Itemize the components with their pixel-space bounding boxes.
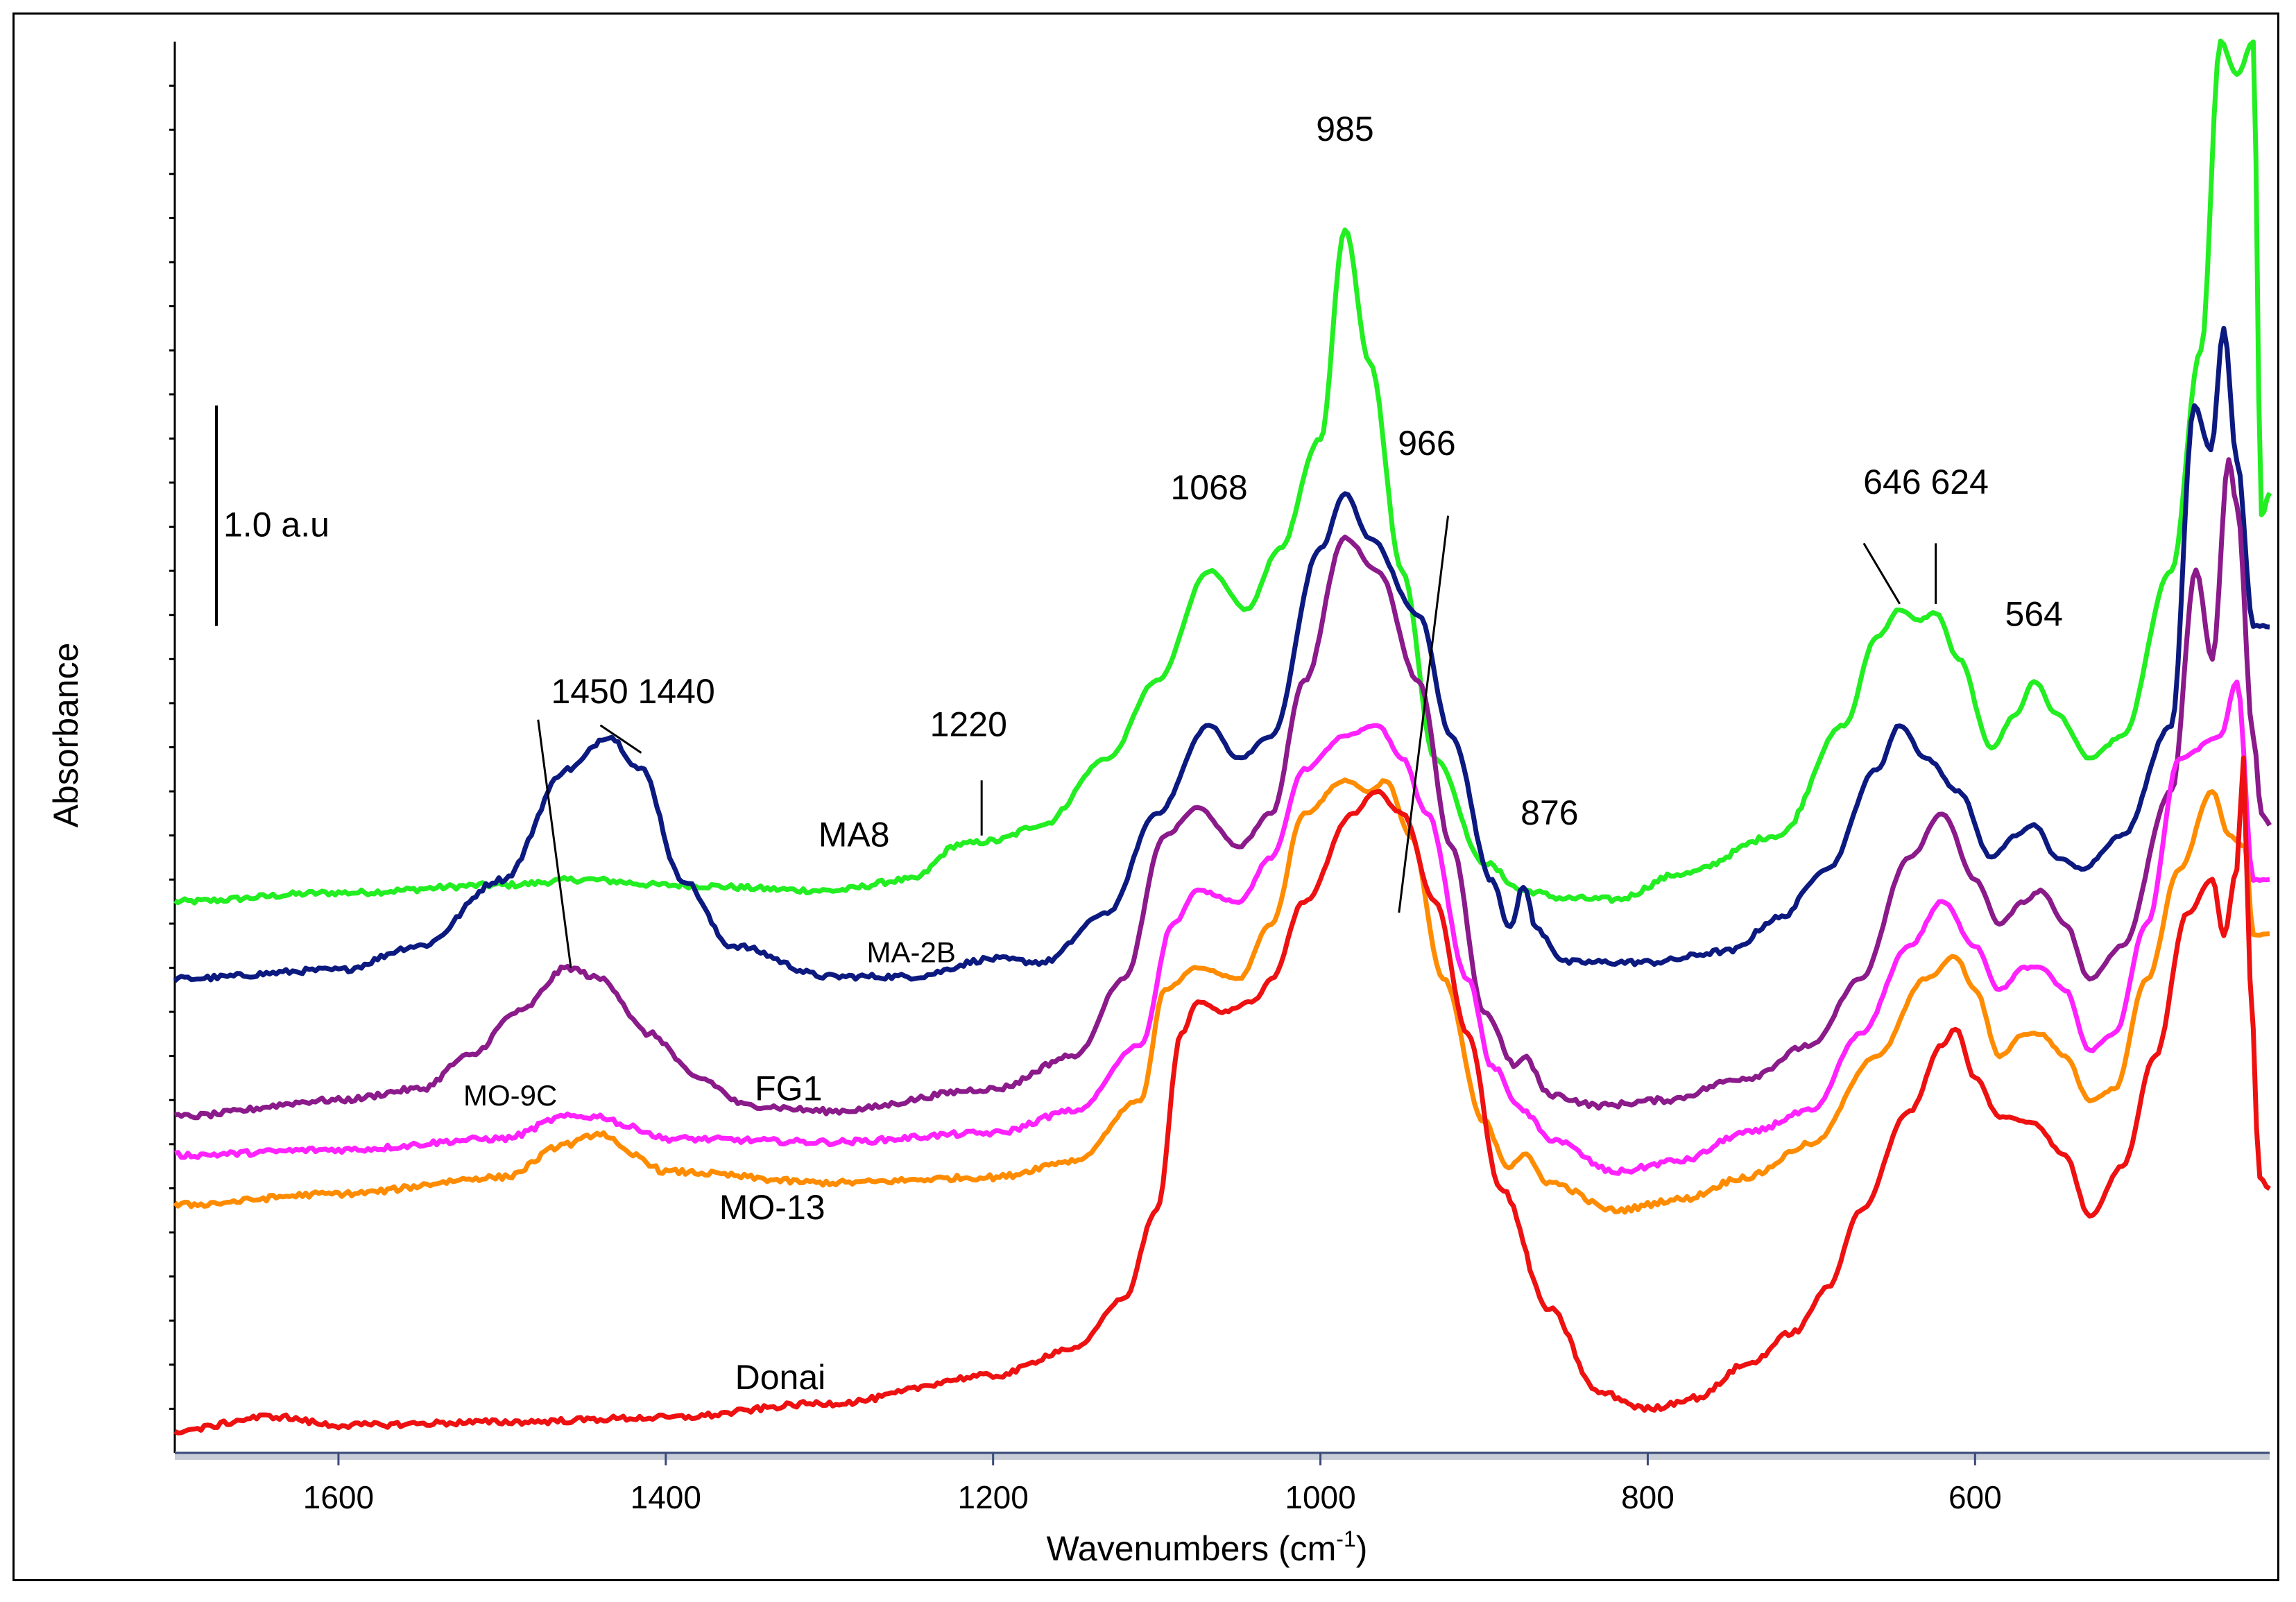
peak-label: 985 [1316,110,1373,148]
x-axis-label-sup: -1 [1336,1526,1355,1551]
peak-label: 876 [1520,793,1578,832]
x-tick-label: 600 [1948,1479,2002,1515]
series-line-fg1 [174,457,2272,1121]
series-name-label: MO-9C [463,1079,557,1112]
x-axis-label-main: Wavenumbers (cm [1047,1529,1337,1568]
series-name-label: Donai [735,1358,826,1397]
annotation-leader-line [537,719,572,968]
series-name-label: FG1 [755,1069,822,1108]
y-axis-label: Absorbance [46,643,85,828]
peak-label: 1220 [930,705,1007,744]
series-line-ma-2b [173,325,2270,983]
series-name-label: MO-13 [719,1188,825,1227]
scale-bar-label: 1.0 a.u [223,506,329,544]
peak-label: 564 [2005,595,2063,634]
series-name-label: MA8 [819,816,890,854]
x-tick-label: 1200 [958,1479,1029,1515]
x-tick-label: 1400 [631,1479,701,1515]
series-line-ma8 [173,38,2272,906]
x-tick-label: 1600 [303,1479,374,1515]
annotation-leader-line [1862,542,1901,605]
x-tick-label: 800 [1621,1479,1674,1515]
x-tick-label: 1000 [1285,1479,1355,1515]
peak-label: 1068 [1171,468,1248,507]
series-line-mo-9c [174,679,2270,1176]
x-axis-label: Wavenumbers (cm-1) [1047,1526,1368,1568]
annotation-leader-line [599,724,642,754]
annotation-leader-line [1398,515,1450,913]
peak-label: 1450 1440 [551,672,714,711]
series-line-mo-13 [173,777,2270,1215]
peak-label: 966 [1398,424,1455,463]
x-axis-label-close: ) [1356,1529,1368,1568]
peak-label: 646 624 [1863,463,1989,501]
series-name-label: MA-2B [867,936,956,969]
series-line-donai [173,755,2271,1436]
figure-frame [12,12,2279,1581]
